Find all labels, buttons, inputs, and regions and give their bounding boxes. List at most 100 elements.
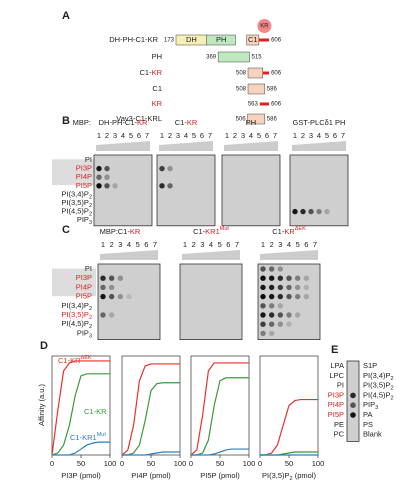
spot (104, 165, 110, 172)
text-part: PH (246, 118, 256, 127)
lipid-label: PI4P (328, 400, 344, 409)
spot (300, 208, 306, 215)
gradient-wedge (260, 250, 318, 260)
lipid-label: Blank (363, 430, 382, 439)
series-line (51, 360, 110, 456)
text-part: C (62, 224, 70, 236)
lane-number: 2 (233, 131, 237, 140)
text-part: DH-PH-C1-KR (109, 35, 158, 44)
spot (112, 183, 118, 189)
y-axis-label: Affinity (a.u.) (37, 384, 46, 426)
lipid-label: PI (337, 381, 344, 390)
x-tick-label: 100 (243, 459, 256, 468)
spot (286, 275, 292, 281)
text-part: PS (363, 420, 373, 429)
spot (108, 284, 115, 291)
spot (268, 266, 275, 272)
x-tick-label: 0 (50, 459, 54, 468)
spot (277, 284, 284, 291)
x-tick-label: 50 (147, 459, 155, 468)
text-part: 3 (89, 334, 92, 340)
lane-number: 7 (145, 131, 149, 140)
text-part: C1- (118, 227, 131, 236)
spot (100, 275, 106, 281)
spot (100, 312, 106, 318)
spot (96, 165, 102, 172)
text-part: Affinity (a.u.) (37, 384, 46, 426)
series-label: C1-KR (84, 407, 107, 416)
text-part: PI3P (76, 164, 92, 173)
domain-name: DH (186, 35, 197, 44)
lane-number: 5 (136, 240, 140, 249)
badge (257, 19, 272, 33)
highlight (52, 159, 96, 186)
blot-title: C1-KR1Mut (193, 226, 229, 236)
spot (268, 321, 275, 327)
lane-number: 4 (317, 131, 321, 140)
lipid-label: PI(4,5)P2 (61, 207, 92, 218)
residue-start: 508 (236, 71, 247, 77)
blot (257, 263, 321, 340)
gradient-wedge (159, 141, 213, 151)
gradient-wedge (182, 250, 240, 260)
lane-number: 6 (304, 240, 308, 249)
spot (277, 293, 284, 300)
text-part: PI (85, 155, 92, 164)
spot (260, 312, 266, 318)
blot-title: C1-KRΔEK (272, 226, 306, 236)
panel-label: B (62, 115, 70, 127)
spot (350, 402, 356, 409)
text-part: PC (334, 430, 345, 439)
lane-number: 4 (127, 240, 131, 249)
text-part: C1- (272, 227, 285, 236)
blot (97, 263, 161, 340)
text-part: ΔEK (81, 355, 92, 361)
spot (268, 284, 275, 291)
x-axis-label: PI3P (pmol) (61, 471, 101, 480)
lipid-label: LPA (330, 361, 344, 370)
gradient-wedge (100, 250, 158, 260)
lipid-label: PS (363, 420, 373, 429)
text-part: ΔEK (295, 226, 306, 232)
text-part: C1- (175, 118, 188, 127)
spot (96, 183, 102, 189)
spot (260, 321, 266, 327)
lane-number: 5 (192, 131, 196, 140)
lane-number: 7 (153, 240, 157, 249)
mbp-label: MBP: (100, 227, 118, 236)
x-tick-label: 100 (174, 459, 187, 468)
lane-number: 4 (249, 131, 253, 140)
lane-number: 6 (137, 131, 141, 140)
lane-number: 6 (265, 131, 269, 140)
domain (247, 113, 266, 125)
text-part: PA (363, 410, 372, 419)
text-part: PI3P (328, 390, 344, 399)
spot (268, 293, 275, 300)
residue-start: 506 (236, 117, 247, 123)
lipid-label: PI(3,4)P2 (61, 301, 92, 312)
text-part: 2 (391, 386, 394, 392)
spot (277, 266, 284, 272)
lipid-label: PI4P (76, 172, 92, 181)
text-part: PI3P (76, 273, 92, 282)
spot (108, 293, 115, 300)
text-part: PI4P (76, 282, 92, 291)
domain (217, 51, 250, 63)
spot (303, 284, 310, 291)
text-part: 2 (89, 212, 92, 218)
spot (104, 183, 110, 189)
text-part: PI4P (328, 400, 344, 409)
text-part: D (40, 340, 48, 352)
spot (167, 183, 173, 189)
series-line (260, 398, 318, 456)
residue-start: 563 (248, 102, 259, 108)
text-part: PI(3,5)P (262, 471, 290, 480)
lipid-label: LPC (329, 371, 344, 380)
lipid-label: PIP3 (77, 215, 92, 226)
spot (286, 284, 292, 291)
lane-number: 7 (273, 131, 277, 140)
lipid-label: PC (334, 430, 345, 439)
lane-number: 6 (200, 131, 204, 140)
lane-number: 3 (241, 131, 245, 140)
series-line (51, 373, 110, 456)
